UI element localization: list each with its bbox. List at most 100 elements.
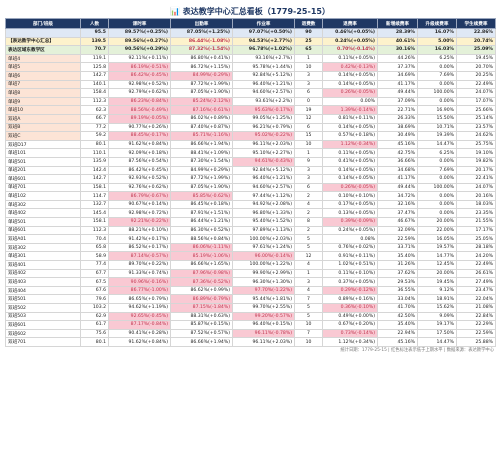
table-cell: 67.5	[80, 277, 109, 287]
row-label: 双班402	[5, 268, 81, 279]
table-cell: 3	[294, 277, 323, 287]
table-cell: 30.49%	[377, 131, 418, 141]
table-row: 单班601 112.3 88.21%(+0.10%) 86.30%(+0.52%) 97…	[5, 225, 496, 236]
table-cell: 95.5	[80, 28, 109, 38]
table-cell: 92.98%(+0.52%)	[108, 79, 171, 90]
table-cell: 33.04%	[377, 294, 418, 304]
table-cell: 87.72%(+1.99%)	[170, 174, 233, 184]
row-label: 单班201	[5, 165, 81, 176]
table-cell: 12	[294, 251, 323, 262]
table-cell: 95.63%(-0.17%)	[232, 105, 295, 115]
table-cell: 80.1	[80, 139, 109, 150]
table-cell: 45.16%	[377, 337, 418, 347]
table-cell: 97.44%(+1.12%)	[232, 191, 295, 201]
table-cell: 62.9	[80, 311, 109, 322]
table-cell: 21.08%	[456, 303, 496, 313]
table-cell: 1	[294, 268, 323, 279]
table-row: 双班404 67.6 86.77%(-1.00%) 86.62%(+0.99%) 97.…	[5, 285, 496, 296]
table-cell: 36.55%	[377, 285, 418, 296]
table-cell: 33.71%	[377, 242, 418, 253]
table-cell: 34.68%	[377, 165, 418, 176]
table-cell: 158.4	[80, 88, 109, 98]
table-cell: 132.7	[80, 199, 109, 210]
table-row: 双班602 75.6 90.41%(+0.28%) 87.52%(+0.57%) 96.…	[5, 328, 496, 339]
table-cell: 25.05%	[456, 234, 496, 244]
table-cell: 49.44%	[377, 88, 418, 98]
table-cell: 86.66%(+1.94%)	[170, 139, 233, 150]
table-cell: 0.91%(+0.11%)	[322, 251, 378, 262]
table-cell: 7	[294, 328, 323, 339]
table-cell: 86.62%(+0.99%)	[170, 285, 233, 296]
table-row: 表达区域东教学区 70.7 90.56%(+0.29%) 87.32%(-1.54%)…	[5, 45, 496, 55]
header-row: 部门/班级 人数 课时率 出勤率 作业率 退费数 退费率 新增续费率 升级续费率 学生续费率	[5, 18, 496, 29]
table-cell: 66.7	[80, 113, 109, 124]
table-cell: 87.36%(-0.52%)	[170, 277, 233, 287]
table-cell: 99.70%(+2.55%)	[232, 303, 295, 313]
table-cell: 9	[294, 156, 323, 167]
table-row: 单班201 142.4 86.42%(+0.45%) 84.99%(+0.29%) 92…	[5, 165, 496, 176]
table-cell: 94.92%(+2.08%)	[232, 199, 295, 210]
table-cell: 25.88%	[456, 337, 496, 347]
table-cell: 35.40%	[377, 320, 418, 330]
table-cell: 62.3	[80, 105, 109, 115]
table-cell: 86.30%(+0.52%)	[170, 225, 233, 236]
table-cell: 23.57%	[456, 122, 496, 133]
table-cell: 86.65%(+0.79%)	[108, 294, 171, 304]
table-cell: 84.99%(+0.29%)	[170, 165, 233, 176]
table-cell: 91.62%(+0.84%)	[108, 139, 171, 150]
table-cell: 88.41%(+1.09%)	[170, 148, 233, 158]
table-cell: 22.49%	[456, 79, 496, 90]
table-cell: 16.90%	[417, 105, 457, 115]
table-cell: 100.00%	[417, 88, 457, 98]
row-label: 双班503	[5, 311, 81, 322]
table-cell: 85.71%(-1.16%)	[170, 131, 233, 141]
table-cell: 94.60%(+2.57%)	[232, 182, 295, 193]
table-cell: 22.94%	[377, 328, 418, 339]
table-row: 双班401 77.4 89.70%(+0.22%) 86.66%(+1.65%) 100…	[5, 260, 496, 270]
row-label: 单班101	[5, 148, 81, 158]
table-cell: 5	[294, 234, 323, 244]
table-row: 单班9 112.3 86.23%(-0.84%) 85.24%(-2.12%) 93.6…	[5, 96, 496, 107]
table-cell: 34.69%	[377, 70, 418, 81]
table-cell: 0.41%(+0.05%)	[322, 156, 378, 167]
table-cell: 100.00%(+2.03%)	[232, 234, 295, 244]
table-cell: 22.04%	[456, 294, 496, 304]
table-cell: 44.26%	[377, 53, 418, 64]
table-cell: 12.45%	[417, 260, 457, 270]
table-cell: 70.4	[80, 234, 109, 244]
table-cell: 91.33%(+0.74%)	[108, 268, 171, 279]
table-cell: 96.11%(-0.78%)	[232, 328, 295, 339]
header-cell: 出勤率	[170, 18, 233, 29]
row-label: 【表达教学中心汇总】	[5, 36, 81, 47]
header-cell: 升级续费率	[417, 18, 457, 29]
header-cell: 退费率	[322, 18, 378, 29]
table-cell: 86.66%(+1.94%)	[170, 337, 233, 347]
table-cell: 26.33%	[377, 113, 418, 124]
table-cell: 142.4	[80, 165, 109, 176]
table-cell: 20.17%	[456, 165, 496, 176]
table-cell: 85.24%(-2.12%)	[170, 96, 233, 107]
table-cell: 0.10%(+0.10%)	[322, 191, 378, 201]
table-cell: 4	[294, 285, 323, 296]
table-cell: 29.53%	[377, 277, 418, 287]
table-cell: 6	[294, 182, 323, 193]
table-cell: 91.42%(+0.17%)	[108, 234, 171, 244]
table-cell: 97.07%(+0.50%)	[232, 28, 295, 38]
table-cell: 89.19%(-0.05%)	[108, 113, 171, 124]
row-label: 单班701	[5, 182, 81, 193]
table-cell: 96.80%(+1.33%)	[232, 208, 295, 219]
table-cell: 10	[294, 337, 323, 347]
table-cell: 1	[294, 148, 323, 158]
table-cell: 119.1	[80, 53, 109, 64]
table-cell: 20.74%	[456, 36, 496, 47]
table-cell: 87.40%(+0.87%)	[170, 122, 233, 133]
table-cell: 99.20%(-0.57%)	[232, 311, 295, 322]
row-label: 表达区域东教学区	[5, 45, 81, 55]
table-cell: 20.70%	[456, 62, 496, 72]
table-cell: 1.12%(-0.34%)	[322, 139, 378, 150]
header-cell: 作业率	[232, 18, 295, 29]
table-cell: 5	[294, 242, 323, 253]
table-body: 95.5 89.57%(+0.25%) 87.05%(+1.25%) 97.07%(+…	[5, 28, 496, 347]
table-cell: 0.14%(+0.05%)	[322, 165, 378, 176]
